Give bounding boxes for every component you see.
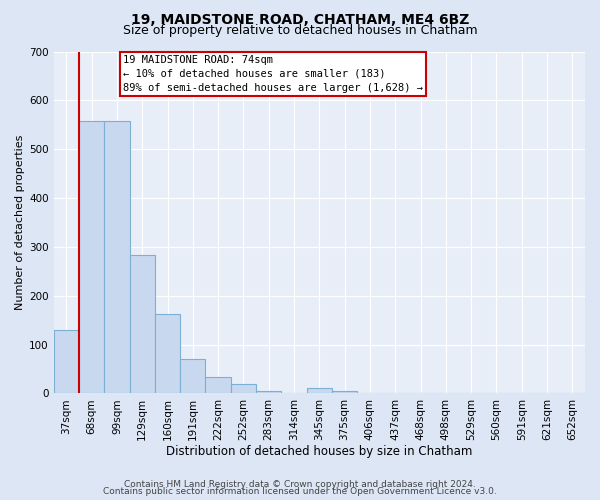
Bar	[256, 391, 281, 394]
Y-axis label: Number of detached properties: Number of detached properties	[15, 134, 25, 310]
Bar	[332, 391, 357, 394]
Text: Contains public sector information licensed under the Open Government Licence v3: Contains public sector information licen…	[103, 488, 497, 496]
Bar	[104, 122, 130, 394]
Bar	[155, 314, 180, 394]
Bar	[205, 377, 231, 394]
Bar	[307, 388, 332, 394]
Text: Contains HM Land Registry data © Crown copyright and database right 2024.: Contains HM Land Registry data © Crown c…	[124, 480, 476, 489]
Text: 19, MAIDSTONE ROAD, CHATHAM, ME4 6BZ: 19, MAIDSTONE ROAD, CHATHAM, ME4 6BZ	[131, 12, 469, 26]
Bar	[130, 255, 155, 394]
Bar	[180, 359, 205, 394]
X-axis label: Distribution of detached houses by size in Chatham: Distribution of detached houses by size …	[166, 444, 473, 458]
Bar	[231, 384, 256, 394]
Bar	[79, 122, 104, 394]
Text: 19 MAIDSTONE ROAD: 74sqm
← 10% of detached houses are smaller (183)
89% of semi-: 19 MAIDSTONE ROAD: 74sqm ← 10% of detach…	[123, 55, 423, 93]
Text: Size of property relative to detached houses in Chatham: Size of property relative to detached ho…	[122, 24, 478, 37]
Bar	[53, 330, 79, 394]
